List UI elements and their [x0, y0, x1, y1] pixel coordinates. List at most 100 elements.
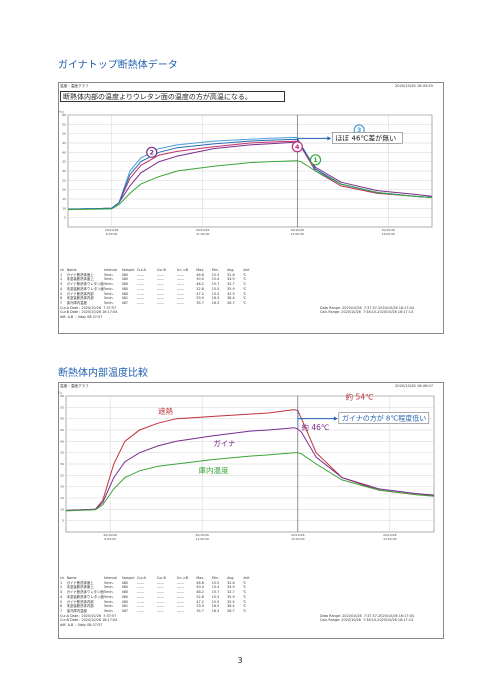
table-row: 4 未塗装断熱体ウレタン面 5min. 480 ------ ------ ------ 52… [60, 595, 251, 600]
table-cell: Max. [196, 268, 205, 272]
callout-arrowhead [333, 416, 338, 421]
calc-range: Calc.Range: 2020/10/26 7:38:10-2020/10/2… [320, 618, 414, 623]
table-cell: 未塗装断熱体ウレタン面 [66, 286, 104, 291]
table-cell: ℃ [242, 296, 247, 301]
table-cell: 32.6 [227, 580, 235, 585]
table-cell: 16.3 [211, 608, 220, 613]
callout-arrowhead [327, 136, 332, 141]
table-cell: ------ [136, 272, 145, 277]
table-cell: 未塗装断熱体面上 [66, 585, 94, 590]
y-tick-label: 55 [60, 405, 64, 409]
table-cell: 15.5 [211, 580, 220, 585]
marker-label-4: 4 [295, 143, 300, 151]
table-row: 3 ガイナ断熱体ウレタン面 5min. 480 ------ ------ ------ 48… [60, 590, 251, 595]
table-cell: 46.6 [196, 272, 204, 277]
series-line-1 [67, 140, 433, 210]
table-cell: 15.7 [211, 282, 220, 287]
x-tick-date: 20/10/26 [383, 533, 397, 537]
callout-box [338, 412, 430, 424]
table-cell: Avg. [227, 268, 235, 272]
table-cell: Name [66, 576, 77, 580]
table-cell: 5min. [103, 291, 114, 296]
table-cell: 5min. [103, 608, 114, 613]
table-cell: 47.2 [196, 599, 204, 604]
table-cell: ℃ [242, 599, 247, 604]
table-cell: ------ [176, 286, 184, 291]
table-cell: ch [60, 576, 65, 580]
table-cell: ------ [156, 282, 165, 287]
table-cell: 5min. [103, 585, 114, 590]
table-cell: Cur.A [136, 576, 146, 580]
chart-1-plot: 51015202530354045505560[℃]20/10/266:00:0… [58, 110, 433, 236]
table-cell: ------ [156, 272, 165, 277]
table-cell: 46.6 [196, 580, 204, 585]
table-cell: ------ [176, 296, 184, 301]
y-tick-label: 45 [62, 141, 66, 145]
table-row: 1 ガイナ断熱体面上 5min. 480 ------ ------ ------ 46.6 1… [60, 273, 251, 278]
table-cell: 15.5 [211, 272, 220, 277]
table-cell: 5min. [103, 277, 114, 282]
table-cell: Name [66, 268, 77, 272]
cursor-b-date: Cur.B Date : 2020/10/26 16:17:04 [60, 310, 118, 315]
cursor-diff: diff. A-B : 0day 08:37:57 [60, 623, 103, 628]
table-cell: ℃ [242, 604, 247, 609]
table-cell: 480 [121, 291, 129, 296]
x-tick-time: 13:00:00 [382, 232, 396, 236]
y-tick-label: 10 [62, 206, 66, 210]
table-cell: ℃ [242, 286, 247, 291]
table-cell: 4 [60, 594, 63, 599]
table-cell: 15.5 [211, 286, 220, 291]
y-tick-label: 25 [60, 473, 64, 477]
x-tick-time: 6:00:00 [106, 232, 118, 236]
table-cell: 5min. [103, 580, 114, 585]
table-row: 3 ガイナ断熱体ウレタン面 5min. 480 ------ ------ ------ 48… [60, 282, 251, 287]
table-cell: ℃ [242, 272, 247, 277]
cursor-a-date: Cur.A Date : 2020/10/26 7:37:57 [60, 613, 117, 618]
table-cell: Avg. [227, 576, 235, 580]
table-cell: ------ [156, 599, 165, 604]
table-cell: 53.9 [196, 296, 204, 301]
x-tick-date: 20/10/26 [103, 533, 117, 537]
y-tick-label: 20 [60, 485, 64, 489]
table-cell: ガイナ断熱体面上 [66, 580, 94, 585]
y-tick-label: 10 [60, 507, 64, 511]
chart-2-plot: 51015202530354045505560[℃]20/10/266:00:0… [58, 391, 435, 541]
panel-title-2: 温度・温度グラフ [60, 384, 89, 388]
table-cell: 保冷庫内温度 [66, 300, 87, 305]
table-cell: ℃ [242, 590, 247, 595]
table-cell: 48.2 [196, 590, 204, 595]
table-cell: ------ [136, 291, 145, 296]
table-cell: ------ [136, 286, 145, 291]
y-tick-label: 30 [62, 169, 66, 173]
table-cell: 5min. [103, 282, 114, 287]
table-cell: 481 [121, 296, 129, 301]
table-row: 5 ガイナ断熱体内部 5min. 480 ------ ------ ------ 47.2 1… [60, 600, 251, 605]
table-cell: 未塗装断熱体面上 [66, 277, 94, 282]
table-cell: 15.5 [211, 291, 220, 296]
data-table-1: ch Name Interval Sample Cur.A Cur.B A<->B Max. M… [60, 268, 414, 320]
table-row: 6 未塗装断熱体内部 5min. 481 ------ ------ ------ 53.9 1… [60, 604, 251, 609]
table-cell: ------ [176, 282, 184, 287]
table-cell: ------ [176, 277, 184, 282]
x-tick-time: 6:00:00 [104, 537, 116, 541]
y-tick-label: 40 [60, 439, 64, 443]
table-cell: ------ [136, 590, 145, 595]
table-cell: 15.5 [211, 599, 220, 604]
table-cell: 5 [60, 599, 63, 604]
table-row: 1 ガイナ断熱体面上 5min. 480 ------ ------ ------ 46.6 1… [60, 581, 251, 586]
table-cell: 35.9 [227, 594, 235, 599]
y-tick-label: 40 [62, 150, 66, 154]
x-tick-date: 20/10/26 [105, 228, 119, 232]
y-tick-label: 30 [60, 462, 64, 466]
x-tick-date: 20/10/26 [382, 228, 396, 232]
table-cell: ℃ [242, 580, 247, 585]
x-tick-time: 12:00:00 [291, 537, 305, 541]
table-cell: 53.9 [196, 604, 204, 609]
table-row: 2 未塗装断熱体面上 5min. 480 ------ ------ ------ 50.0 1… [60, 585, 251, 590]
table-cell: Min. [211, 268, 219, 272]
table-cell: ------ [176, 580, 184, 585]
y-tick-label: 55 [62, 122, 66, 126]
callout-box [332, 132, 403, 144]
table-cell: ------ [176, 272, 184, 277]
table-header: ch Name Interval Sample Cur.A Cur.B A<->B Max. M… [60, 576, 251, 581]
